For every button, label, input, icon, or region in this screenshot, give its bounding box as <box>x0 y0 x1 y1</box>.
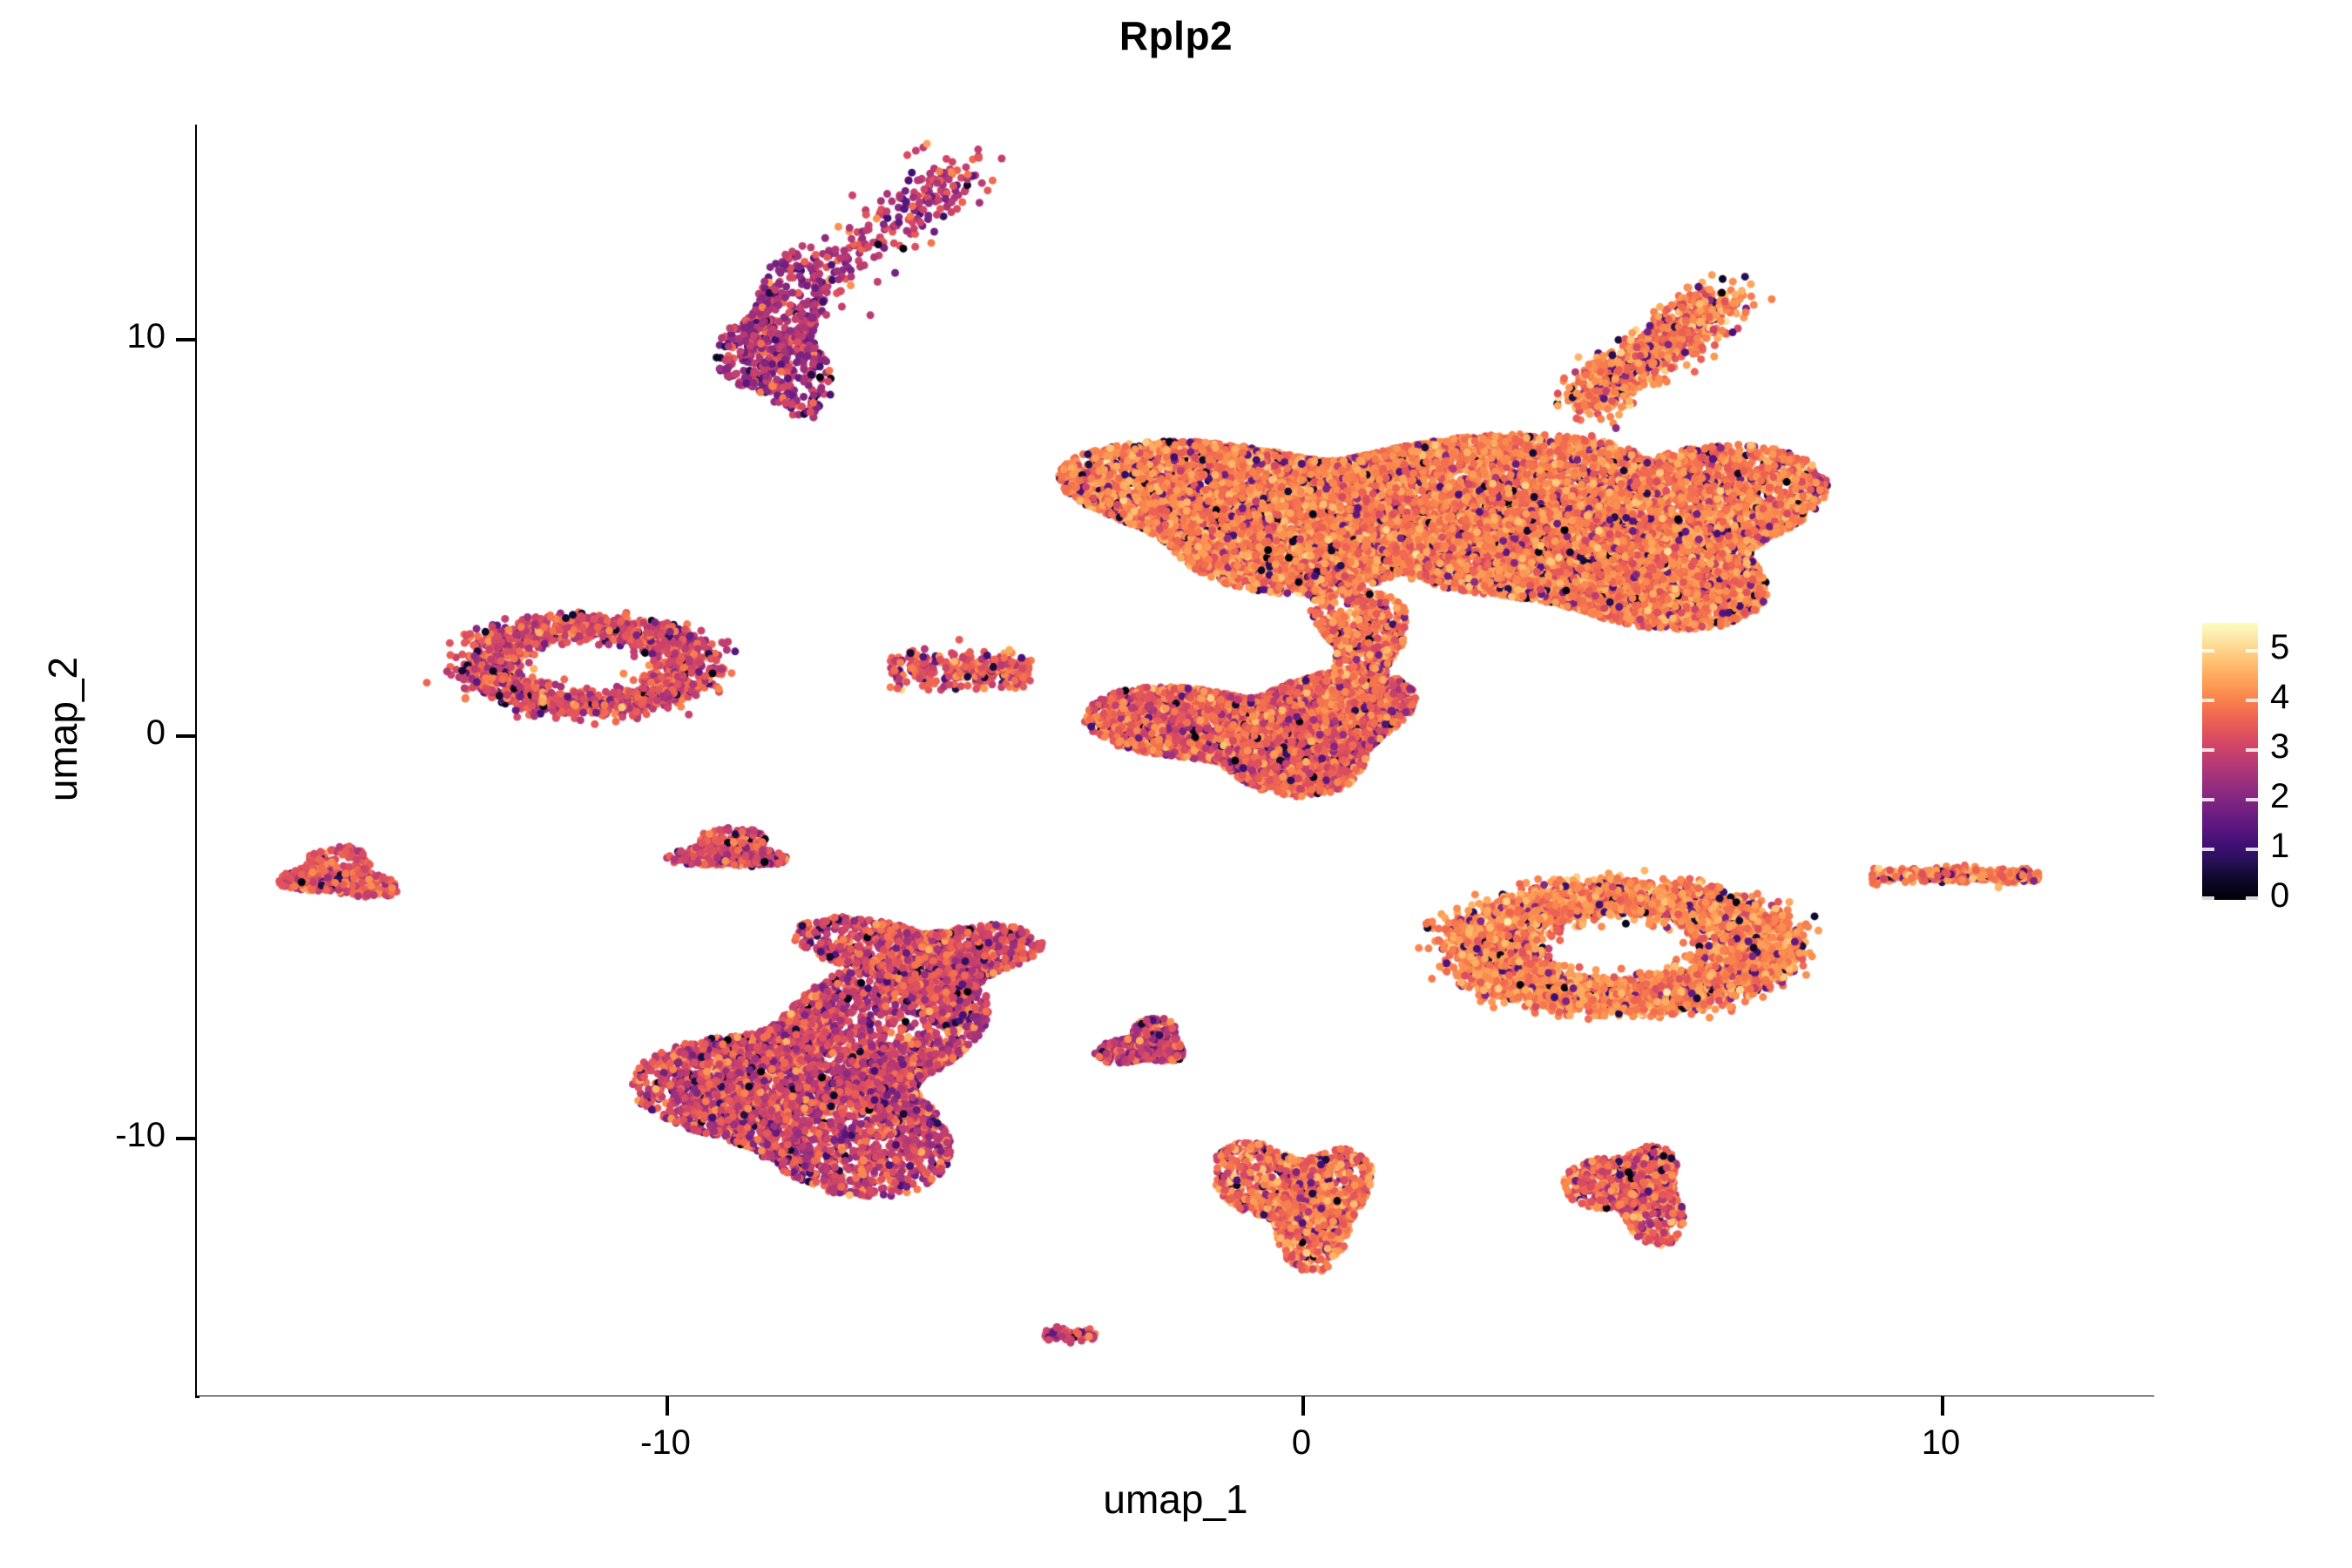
colorbar-tick <box>2246 649 2258 652</box>
x-tick-label: -10 <box>640 1423 691 1462</box>
colorbar-tick <box>2246 699 2258 702</box>
colorbar-tick <box>2246 848 2258 851</box>
page-title: Rplp2 <box>1119 13 1233 58</box>
colorbar-tick <box>2202 848 2214 851</box>
x-tick-label: 10 <box>1921 1423 1961 1462</box>
y-tick-mark <box>176 734 195 738</box>
colorbar-label-0: 0 <box>2270 876 2290 915</box>
colorbar-label-3: 3 <box>2270 727 2290 766</box>
colorbar-tick <box>2202 896 2214 900</box>
y-tick-mark <box>176 1137 195 1140</box>
y-tick-mark <box>176 338 195 341</box>
colorbar-tick <box>2202 699 2214 702</box>
x-tick-label: 0 <box>1291 1423 1312 1462</box>
y-tick-label: 10 <box>126 317 166 355</box>
colorbar-tick <box>2202 649 2214 652</box>
colorbar-tick <box>2246 748 2258 752</box>
colorbar-label-5: 5 <box>2270 628 2290 666</box>
colorbar-tick <box>2202 798 2214 801</box>
x-tick-mark <box>666 1396 669 1416</box>
colorbar-label-1: 1 <box>2270 827 2290 865</box>
colorbar-legend: 5 4 3 2 1 0 <box>2202 623 2289 913</box>
y-tick-label: -10 <box>115 1116 166 1154</box>
plot-panel <box>197 125 2154 1396</box>
y-tick-label: 0 <box>145 713 166 752</box>
x-tick-mark <box>1301 1396 1305 1416</box>
x-tick-mark <box>1941 1396 1944 1416</box>
scatter-canvas <box>197 125 2154 1396</box>
colorbar-tick <box>2246 798 2258 801</box>
colorbar-label-2: 2 <box>2270 777 2290 815</box>
colorbar-label-4: 4 <box>2270 678 2290 716</box>
y-axis-title: umap_2 <box>40 656 85 802</box>
colorbar-tick <box>2202 748 2214 752</box>
colorbar-tick <box>2246 896 2258 900</box>
colorbar-gradient <box>2202 623 2258 900</box>
x-axis-title: umap_1 <box>1103 1477 1248 1522</box>
